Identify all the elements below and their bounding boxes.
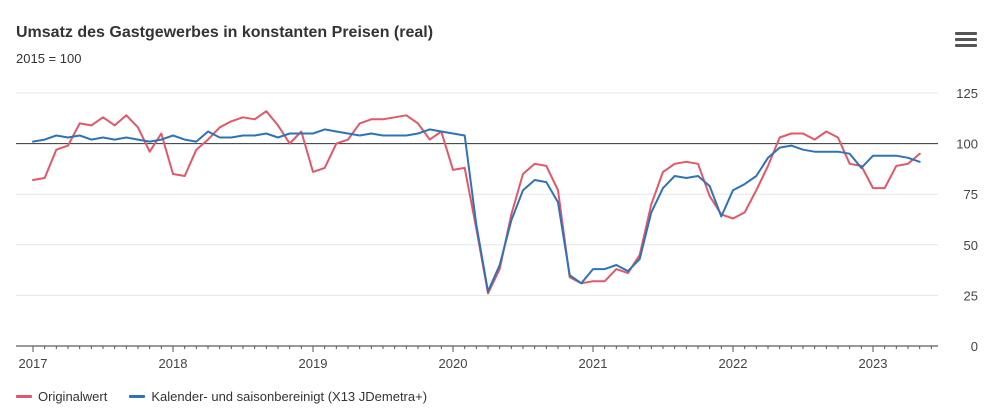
legend-swatch-originalwert bbox=[16, 395, 32, 398]
x-tick-label-2017: 2017 bbox=[19, 356, 48, 371]
y-tick-label-0: 0 bbox=[971, 339, 978, 354]
chart-subtitle: 2015 = 100 bbox=[16, 51, 82, 66]
y-tick-label-25: 25 bbox=[964, 288, 978, 303]
chart-title: Umsatz des Gastgewerbes in konstanten Pr… bbox=[16, 24, 434, 41]
legend-item-originalwert[interactable]: Originalwert bbox=[16, 389, 107, 404]
hamburger-menu-icon[interactable] bbox=[955, 32, 977, 50]
legend-item-saisonbereinigt[interactable]: Kalender- und saisonbereinigt (X13 JDeme… bbox=[129, 389, 427, 404]
legend-swatch-saisonbereinigt bbox=[129, 395, 146, 398]
series-line-saisonbereinigt bbox=[32, 128, 921, 293]
y-tick-label-100: 100 bbox=[956, 137, 978, 152]
grid-layer bbox=[16, 92, 938, 296]
y-tick-label-75: 75 bbox=[964, 187, 978, 202]
axis-layer bbox=[16, 345, 938, 352]
x-tick-label-2020: 2020 bbox=[439, 356, 468, 371]
legend-label-originalwert: Originalwert bbox=[38, 389, 108, 404]
series-layer bbox=[32, 110, 921, 295]
x-tick-label-2023: 2023 bbox=[859, 356, 888, 371]
x-tick-label-2021: 2021 bbox=[579, 356, 608, 371]
y-tick-label-50: 50 bbox=[964, 238, 978, 253]
y-tick-label-125: 125 bbox=[956, 86, 978, 101]
x-tick-label-2018: 2018 bbox=[159, 356, 188, 371]
x-tick-label-2022: 2022 bbox=[719, 356, 748, 371]
x-tick-label-2019: 2019 bbox=[299, 356, 328, 371]
legend-label-saisonbereinigt: Kalender- und saisonbereinigt (X13 JDeme… bbox=[151, 389, 428, 404]
legend: Originalwert Kalender- und saisonbereini… bbox=[16, 389, 449, 404]
label-layer: 0 25 50 75 100 125 2017 2018 2019 2020 2021 2022 202… bbox=[19, 86, 978, 371]
